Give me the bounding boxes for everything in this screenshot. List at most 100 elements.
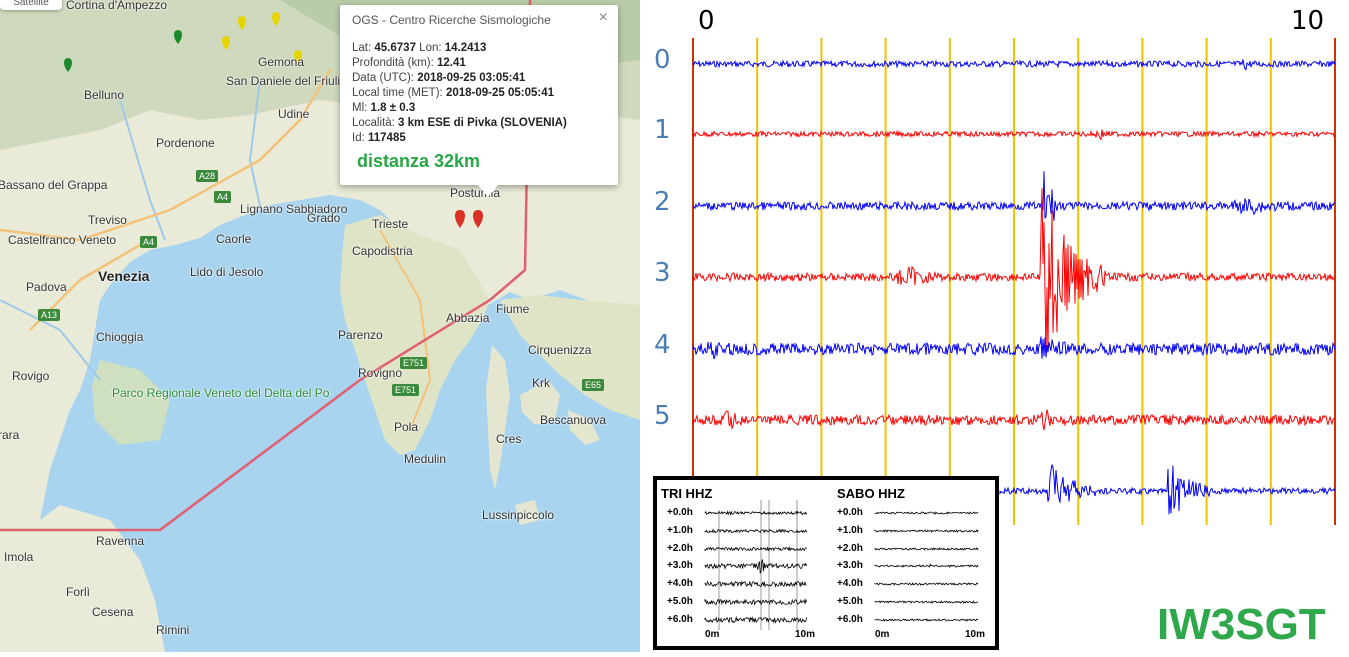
helicorder-trace xyxy=(704,546,807,552)
map-place-label: Lussinpiccolo xyxy=(482,508,555,522)
inset-hour-label: +3.0h xyxy=(667,560,693,571)
map-place-label: rara xyxy=(0,428,20,442)
map-place-label: Cres xyxy=(496,432,522,446)
seismic-trace xyxy=(999,464,1336,515)
popup-id: Id: 117485 xyxy=(352,132,406,144)
map-place-label: San Daniele del Friuli xyxy=(226,74,341,88)
popup-location: Località: 3 km ESE di Pivka (SLOVENIA) xyxy=(352,117,567,129)
map-place-label: Cortina d'Ampezzo xyxy=(66,0,168,12)
helicorder-trace xyxy=(704,510,807,516)
map-place-label: Trieste xyxy=(372,217,409,231)
inset-hour-label: +4.0h xyxy=(667,578,693,589)
road-badge: E751 xyxy=(400,357,428,369)
helicorder-trace xyxy=(874,581,979,586)
park-label: Parco Regionale Veneto del Delta del Po xyxy=(112,386,330,400)
seismic-trace xyxy=(692,59,1336,71)
helicorder-traces xyxy=(704,500,979,630)
inset-hour-label: +4.0h xyxy=(837,578,863,589)
close-icon[interactable]: × xyxy=(598,9,608,26)
station-callsign: IW3SGT xyxy=(1157,600,1326,649)
map-place-label: Fiume xyxy=(496,302,530,316)
map-place-label: Bescanuova xyxy=(540,413,607,427)
map-place-label: Grado xyxy=(307,211,341,225)
inset-hour-label: +6.0h xyxy=(667,614,693,625)
inset-axis-end-left: 10m xyxy=(795,629,816,640)
event-markers xyxy=(64,12,483,228)
event-info-popup: OGS - Centro Ricerche Sismologiche × Lat… xyxy=(340,5,618,197)
inset-hour-label: +0.0h xyxy=(837,507,863,518)
inset-axis-start-right: 0m xyxy=(875,629,890,640)
trace-row-label: 3 xyxy=(654,258,671,288)
helicorder-trace xyxy=(874,529,979,533)
inset-hour-label: +2.0h xyxy=(667,543,693,554)
popup-local-time: Local time (MET): 2018-09-25 05:05:41 xyxy=(352,87,555,99)
seismogram-traces xyxy=(692,38,1336,525)
map-place-label: Krk xyxy=(532,376,550,390)
helicorder-trace xyxy=(704,528,807,534)
time-axis-end: 10 xyxy=(1291,6,1325,36)
map-place-label: Rovigno xyxy=(358,366,403,380)
popup-title: OGS - Centro Ricerche Sismologiche xyxy=(352,13,551,27)
inset-axis-end-right: 10m xyxy=(965,629,986,640)
map-place-label: Venezia xyxy=(98,268,150,284)
map-panel[interactable]: Satellite Cortina d'Ampezzo Belluno Porden… xyxy=(0,0,640,652)
helicorder-trace xyxy=(874,547,979,551)
seismic-trace xyxy=(692,336,1336,360)
inset-hour-label: +1.0h xyxy=(667,525,693,536)
inset-title-sabo: SABO HHZ xyxy=(837,486,905,501)
road-badge: A4 xyxy=(214,191,232,203)
map-place-label: Pola xyxy=(394,420,419,434)
road-badge: E65 xyxy=(582,379,605,391)
map-place-label: Belluno xyxy=(84,88,125,102)
popup-magnitude: Ml: 1.8 ± 0.3 xyxy=(352,102,416,114)
inset-title-tri: TRI HHZ xyxy=(661,486,713,501)
inset-hour-label: +5.0h xyxy=(667,596,693,607)
helicorder-inset: TRI HHZ SABO HHZ +0.0h +0.0h +1.0h +1.0h +2.… xyxy=(653,476,999,650)
map-place-label: Forlì xyxy=(66,585,90,599)
trace-row-label: 4 xyxy=(654,330,671,360)
inset-axis-start-left: 0m xyxy=(705,629,720,640)
helicorder-trace xyxy=(874,511,979,515)
popup-depth: Profondità (km): 12.41 xyxy=(352,57,466,69)
popup-distance: distanza 32km xyxy=(357,151,481,171)
helicorder-trace xyxy=(874,600,979,604)
map-place-label: Castelfranco Veneto xyxy=(8,233,117,247)
trace-row-label: 5 xyxy=(654,401,671,431)
map-place-label: Bassano del Grappa xyxy=(0,178,108,192)
trace-row-label: 0 xyxy=(654,45,671,75)
map-place-label: Gemona xyxy=(258,55,305,69)
map-place-label: Lignano Sabbiadoro xyxy=(240,202,348,216)
helicorder-trace xyxy=(704,615,807,624)
inset-hour-label: +2.0h xyxy=(837,543,863,554)
seismic-trace xyxy=(692,409,1336,431)
inset-hour-label: +6.0h xyxy=(837,614,863,625)
inset-hour-label: +5.0h xyxy=(837,596,863,607)
map-place-label: Treviso xyxy=(88,213,127,227)
trace-row-label: 1 xyxy=(654,115,671,145)
helicorder-trace xyxy=(704,580,807,588)
time-axis-start: 0 xyxy=(698,6,715,36)
map-place-label: Ravenna xyxy=(96,534,145,548)
trace-row-label: 2 xyxy=(654,187,671,217)
inset-hour-label: +3.0h xyxy=(837,560,863,571)
map-place-label: Lido di Jesolo xyxy=(190,265,264,279)
road-badge: A13 xyxy=(38,309,61,321)
helicorder-trace xyxy=(704,558,807,574)
road-badge: A28 xyxy=(196,170,219,182)
helicorder-trace xyxy=(874,563,979,568)
map-place-label: Cesena xyxy=(92,605,134,619)
map-place-label: Cirquenizza xyxy=(528,343,592,357)
popup-date-utc: Data (UTC): 2018-09-25 03:05:41 xyxy=(352,72,526,84)
helicorder-trace xyxy=(704,598,807,606)
popup-coordinates: Lat: 45.6737 Lon: 14.2413 xyxy=(352,42,487,54)
seismic-trace xyxy=(692,129,1336,141)
map-place-label: Caorle xyxy=(216,232,252,246)
road-badge: A4 xyxy=(140,236,158,248)
map-place-label: Udine xyxy=(278,107,310,121)
map-place-label: Imola xyxy=(4,550,34,564)
map-place-label: Parenzo xyxy=(338,328,383,342)
map-place-label: Pordenone xyxy=(156,136,215,150)
satellite-button[interactable]: Satellite xyxy=(0,0,62,10)
seismic-trace xyxy=(692,188,1336,357)
inset-hour-label: +1.0h xyxy=(837,525,863,536)
